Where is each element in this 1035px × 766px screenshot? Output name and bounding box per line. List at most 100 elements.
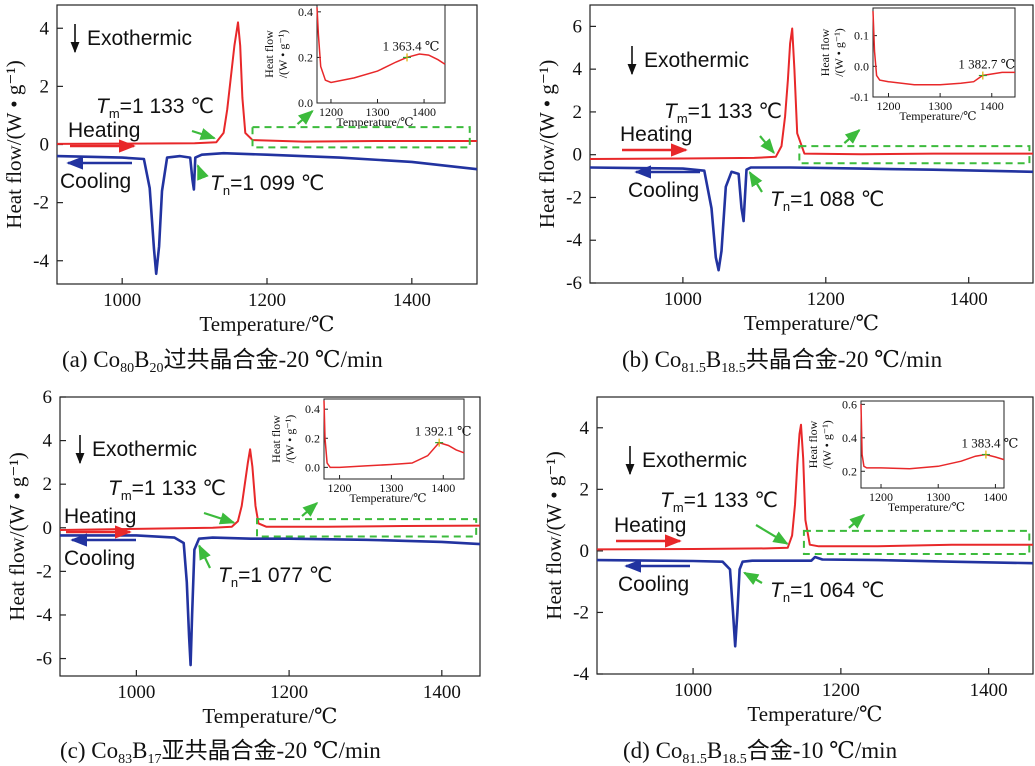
zoom-box (798, 145, 1031, 165)
inset-x-tick-label: 1300 (379, 481, 403, 495)
panel-caption: (c) Co83B17亚共晶合金-20 ℃/min (60, 738, 381, 766)
x-tick-label: 1000 (103, 290, 141, 311)
y-tick-label: -4 (36, 605, 52, 626)
x-axis-label: Temperature/℃ (202, 704, 337, 728)
inset-pointer-arrow (848, 513, 866, 529)
x-tick-label: 1400 (393, 290, 431, 311)
x-axis-label: Temperature/℃ (744, 311, 879, 335)
inset-y-tick-label: 0.0 (298, 96, 313, 110)
x-tick-label: 1000 (117, 682, 155, 703)
tn-arrow (198, 544, 211, 569)
inset-plot: 1200 1300 1400 0.0 0.2 0.4 Temperature/℃ Heat f… (262, 4, 446, 129)
zoom-box (802, 529, 1031, 555)
series-line-heating (589, 27, 1033, 160)
series-line-cooling (56, 151, 478, 276)
inset-y-axis-label: Heat flow (262, 30, 276, 78)
inset-plot: 1200 1300 1400 -0.1 0.0 0.1 Temperature/℃ Heat … (818, 7, 1016, 123)
inset-x-tick-label: 1200 (869, 490, 893, 504)
cooling-label: Cooling (628, 179, 699, 202)
inset-y-tick-label: 0.2 (298, 50, 313, 64)
y-axis-label: Heat flow/(W • g⁻¹) (535, 60, 559, 228)
tn-arrow (748, 171, 763, 193)
y-tick-label: -4 (566, 230, 582, 251)
panel-2: 1000 1200 1400 -6 -4 -2 0 2 4 6 Temperature/℃ Heat … (5, 387, 481, 766)
panel-3: 1000 1200 1400 -4 -2 0 2 4 Temperature/℃ Heat flo… (542, 396, 1034, 766)
inset-y-axis-label: Heat flow (818, 28, 832, 76)
inset-y-axis-label-unit: /(W • g⁻¹) (283, 415, 297, 464)
inset-y-tick-label: 0.6 (842, 397, 857, 411)
tm-arrow (203, 511, 236, 525)
y-tick-label: 2 (573, 102, 583, 123)
inset-series-line (323, 400, 465, 469)
tm-label: Tm=1 133 ℃ (108, 477, 226, 503)
inset-x-tick-label: 1300 (366, 105, 390, 119)
series-line-heating (56, 21, 477, 145)
y-tick-label: -2 (573, 602, 589, 623)
inset-peak-label: 1 363.4 ℃ (383, 38, 440, 53)
inset-y-axis-label: Heat flow (269, 415, 283, 463)
series-line-heating (59, 448, 481, 531)
x-tick-label: 1200 (822, 680, 860, 701)
tn-label: Tn=1 077 ℃ (218, 564, 332, 590)
inset-x-tick-label: 1300 (926, 490, 950, 504)
tm-label: Tm=1 133 ℃ (660, 489, 778, 515)
y-axis-label: Heat flow/(W • g⁻¹) (2, 60, 26, 228)
inset-peak-label: 1 383.4 ℃ (962, 436, 1019, 451)
zoom-box (256, 518, 478, 538)
inset-y-axis-label-unit: /(W • g⁻¹) (276, 30, 290, 79)
inset-plot: 1200 1300 1400 0.2 0.4 0.6 Temperature/℃ Heat f… (806, 397, 1018, 514)
y-tick-label: -2 (33, 193, 49, 214)
inset-x-axis-label: Temperature/℃ (336, 115, 413, 129)
x-tick-label: 1000 (674, 680, 712, 701)
x-axis-label: Temperature/℃ (747, 702, 882, 726)
y-tick-label: 4 (40, 18, 50, 39)
tm-arrow (759, 135, 775, 155)
tm-arrow (191, 128, 216, 140)
y-tick-label: 0 (573, 145, 583, 166)
x-axis-label: Temperature/℃ (199, 312, 334, 336)
x-tick-label: 1000 (664, 289, 702, 310)
y-tick-label: 2 (43, 474, 53, 495)
x-tick-label: 1200 (807, 289, 845, 310)
inset-plot: 1200 1300 1400 0.0 0.2 0.4 Temperature/℃ Heat f… (269, 398, 472, 505)
tn-label: Tn=1 099 ℃ (210, 172, 324, 198)
inset-y-axis-label: Heat flow (806, 420, 820, 468)
zoom-box (251, 126, 471, 149)
heating-label: Heating (68, 119, 140, 142)
inset-x-tick-label: 1400 (431, 481, 455, 495)
cooling-label: Cooling (60, 170, 131, 193)
y-tick-label: 6 (43, 387, 53, 408)
y-tick-label: 6 (573, 16, 583, 37)
y-tick-label: 4 (43, 431, 53, 452)
inset-y-tick-label: 0.0 (854, 59, 869, 73)
inset-y-axis-label-unit: /(W • g⁻¹) (820, 420, 834, 469)
inset-x-tick-label: 1400 (412, 105, 436, 119)
series-line-cooling (60, 534, 481, 667)
inset-y-tick-label: 0.0 (305, 460, 320, 474)
inset-frame (316, 4, 446, 104)
inset-y-tick-label: 0.4 (298, 5, 313, 19)
inset-y-tick-label: -0.1 (850, 90, 869, 104)
exothermic-label: Exothermic (642, 449, 747, 472)
y-tick-label: 2 (580, 479, 590, 500)
y-tick-label: -6 (36, 649, 52, 670)
series-line-cooling (589, 166, 1034, 272)
inset-series-line (316, 7, 446, 84)
plot-frame (596, 396, 1034, 675)
tm-label: Tm=1 133 ℃ (664, 100, 782, 126)
x-tick-label: 1400 (970, 680, 1008, 701)
panel-caption: (d) Co81.5B18.5合金-10 ℃/min (623, 738, 898, 766)
y-tick-label: 0 (580, 541, 590, 562)
y-tick-label: -4 (33, 251, 49, 272)
y-tick-label: 0 (40, 135, 50, 156)
inset-x-tick-label: 1200 (876, 99, 900, 113)
inset-x-tick-label: 1300 (928, 99, 952, 113)
inset-y-tick-label: 0.4 (305, 402, 320, 416)
inset-x-axis-label: Temperature/℃ (888, 500, 965, 514)
inset-frame (323, 398, 465, 480)
y-tick-label: -2 (36, 561, 52, 582)
panel-0: 1000 1200 1400 -4 -2 0 2 4 Temperature/℃ Heat flo… (2, 4, 478, 376)
inset-x-axis-label: Temperature/℃ (899, 109, 976, 123)
y-tick-label: 2 (40, 76, 50, 97)
y-axis-label: Heat flow/(W • g⁻¹) (542, 451, 566, 619)
